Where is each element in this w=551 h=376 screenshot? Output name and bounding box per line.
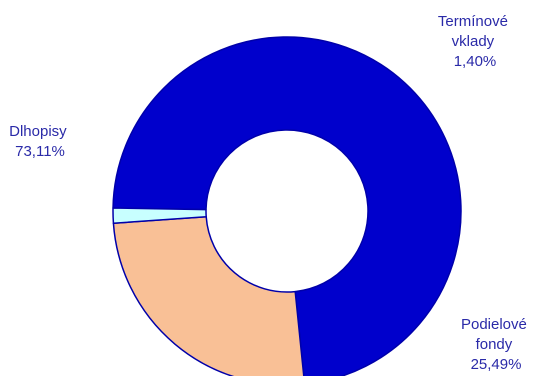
label-podielove-fondy: Podielové fondy 25,49% xyxy=(461,316,531,373)
label-dlhopisy: Dlhopisy 73,11% xyxy=(9,123,71,160)
slice-podielove-fondy xyxy=(112,215,305,376)
label-terminove-vklady: Termínové vklady 1,40% xyxy=(438,13,512,70)
slice-terminove-vklady xyxy=(112,207,207,225)
slices-layer xyxy=(112,36,462,376)
slice-dlhopisy xyxy=(112,36,462,376)
